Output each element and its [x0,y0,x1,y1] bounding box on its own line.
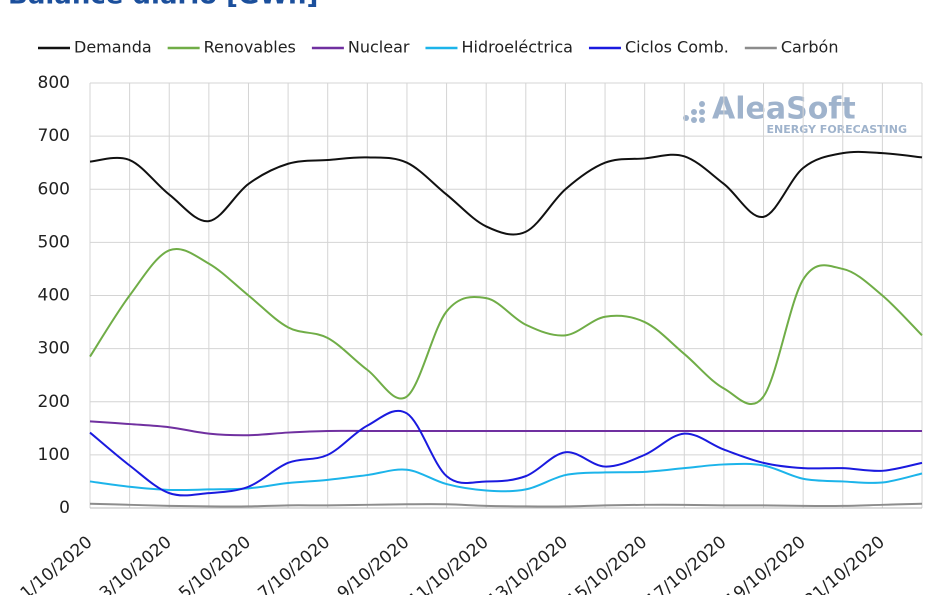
series-line [89,502,923,508]
series-line [89,248,923,405]
x-tick-label: 7/10/2020 [255,532,335,595]
logo-dot [699,101,705,107]
x-tick-label: 15/10/2020 [563,532,651,595]
y-tick-label: 700 [38,126,70,146]
series-line [89,409,923,497]
y-tick-label: 200 [38,392,70,412]
y-tick-label: 600 [38,179,70,199]
logo-dot [691,117,697,123]
logo: AleaSoft ENERGY FORECASTING [683,92,907,136]
y-tick-label: 800 [38,73,70,93]
x-tick-label: 11/10/2020 [405,532,493,595]
series-line [89,462,923,493]
series-line [89,420,922,437]
logo-tagline: ENERGY FORECASTING [767,123,907,136]
legend-label: Nuclear [348,38,410,57]
logo-text: AleaSoft [712,92,856,127]
x-tick-label: 9/10/2020 [334,532,414,595]
legend-label: Demanda [74,38,152,57]
logo-dot [691,109,697,115]
x-tick-label: 13/10/2020 [484,532,572,595]
legend-label: Renovables [204,38,296,57]
series-line [89,150,923,236]
x-tick-label: 3/10/2020 [96,532,176,595]
y-tick-label: 500 [38,232,70,252]
x-tick-label: 5/10/2020 [175,532,255,595]
legend-label: Carbón [781,38,839,57]
chart-title: Balance diario [GWh] [8,0,318,11]
legend-label: Hidroeléctrica [461,38,572,57]
y-tick-label: 400 [38,286,70,306]
logo-dot [699,109,705,115]
y-tick-label: 0 [59,498,70,518]
x-tick-label: 1/10/2020 [17,532,97,595]
y-tick-label: 100 [38,445,70,465]
y-tick-label: 300 [38,339,70,359]
x-tick-label: 19/10/2020 [722,532,810,595]
logo-dot [699,117,705,123]
legend-label: Ciclos Comb. [625,38,729,57]
x-tick-label: 17/10/2020 [642,532,730,595]
x-tick-label: 21/10/2020 [801,532,889,595]
